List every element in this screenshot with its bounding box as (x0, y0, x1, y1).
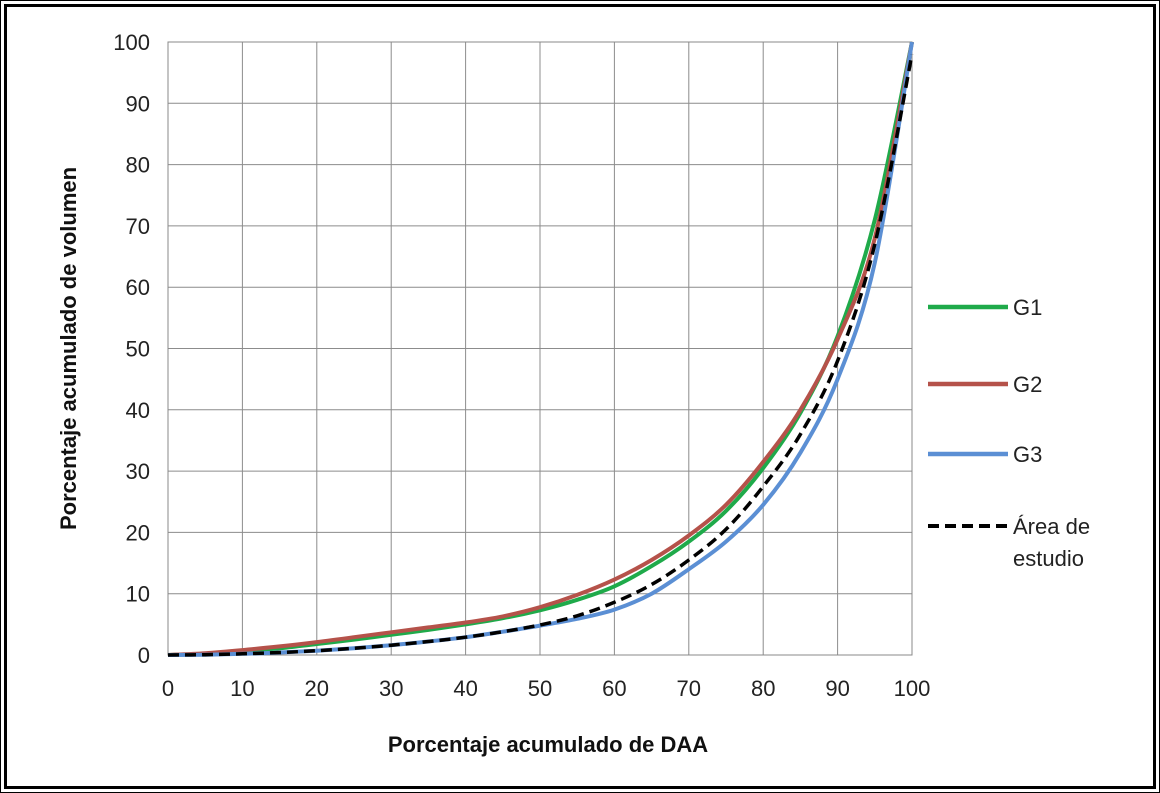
y-tick-label: 10 (126, 582, 150, 607)
x-axis-title: Porcentaje acumulado de DAA (388, 732, 708, 757)
x-tick-label: 20 (305, 676, 329, 701)
legend-label-1: G1 (1013, 295, 1042, 320)
x-tick-label: 100 (894, 676, 931, 701)
y-tick-label: 70 (126, 214, 150, 239)
x-tick-label: 50 (528, 676, 552, 701)
y-tick-label: 30 (126, 459, 150, 484)
legend-label-4: Área de estudio (1013, 514, 1090, 571)
legend-label-3: G3 (1013, 442, 1042, 467)
plot-area (167, 41, 913, 656)
y-tick-label: 90 (126, 91, 150, 116)
y-tick-label: 20 (126, 520, 150, 545)
x-tick-label: 10 (230, 676, 254, 701)
x-tick-label: 90 (825, 676, 849, 701)
gridlines (167, 41, 913, 656)
series-layer (167, 41, 914, 657)
y-tick-label: 0 (138, 643, 150, 668)
series-line-4 (167, 53, 914, 657)
legend: G1 G2 G3 Área de estudio (928, 295, 1090, 571)
x-tick-labels: 0 10 20 30 40 50 60 70 80 90 100 (162, 676, 930, 701)
series-line-2 (167, 41, 914, 657)
x-tick-label: 0 (162, 676, 174, 701)
series-line-3 (167, 41, 914, 657)
y-tick-label: 100 (113, 30, 150, 55)
y-tick-label: 50 (126, 337, 150, 362)
x-tick-label: 80 (751, 676, 775, 701)
x-tick-label: 40 (453, 676, 477, 701)
y-tick-label: 40 (126, 398, 150, 423)
x-tick-label: 70 (677, 676, 701, 701)
y-tick-label: 60 (126, 275, 150, 300)
legend-label-2: G2 (1013, 372, 1042, 397)
y-tick-labels: 0 10 20 30 40 50 60 70 80 90 100 (113, 30, 150, 668)
x-tick-label: 30 (379, 676, 403, 701)
y-tick-label: 80 (126, 153, 150, 178)
y-axis-title: Porcentaje acumulado de volumen (56, 167, 81, 530)
x-tick-label: 60 (602, 676, 626, 701)
